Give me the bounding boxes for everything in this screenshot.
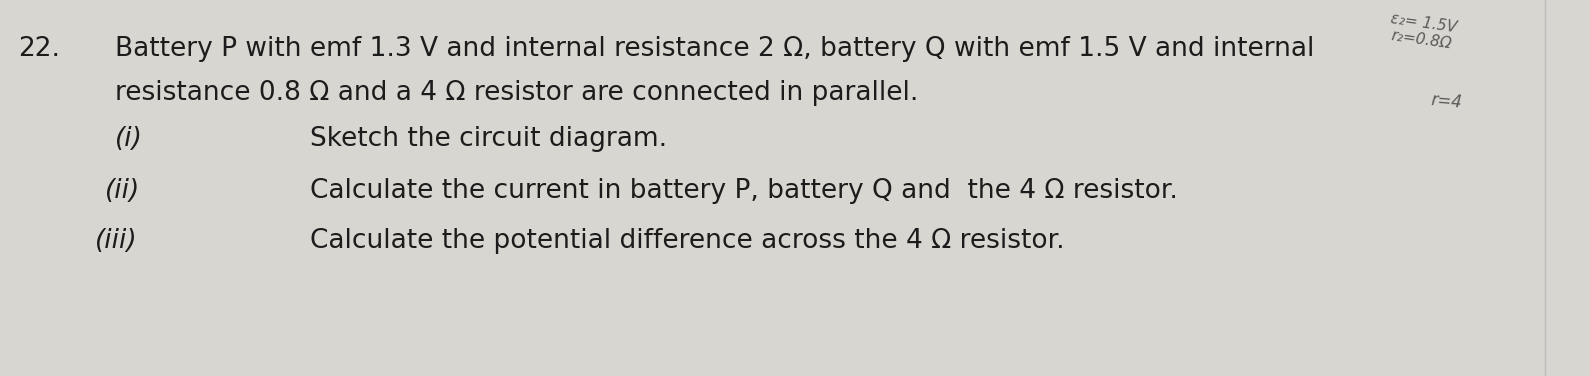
Text: ε₂= 1.5V: ε₂= 1.5V [1390,11,1458,35]
Text: r=4: r=4 [1429,91,1463,112]
Text: Calculate the current in battery P, battery Q and  the 4 Ω resistor.: Calculate the current in battery P, batt… [310,178,1178,204]
Text: 22.: 22. [17,36,60,62]
Text: r₂=0.8Ω: r₂=0.8Ω [1390,28,1453,52]
Text: Battery P with emf 1.3 V and internal resistance 2 Ω, battery Q with emf 1.5 V a: Battery P with emf 1.3 V and internal re… [114,36,1315,62]
Text: (ii): (ii) [105,178,140,204]
Text: Sketch the circuit diagram.: Sketch the circuit diagram. [310,126,668,152]
Text: resistance 0.8 Ω and a 4 Ω resistor are connected in parallel.: resistance 0.8 Ω and a 4 Ω resistor are … [114,80,919,106]
Text: Calculate the potential difference across the 4 Ω resistor.: Calculate the potential difference acros… [310,228,1065,254]
Text: (iii): (iii) [95,228,138,254]
Text: (i): (i) [114,126,143,152]
